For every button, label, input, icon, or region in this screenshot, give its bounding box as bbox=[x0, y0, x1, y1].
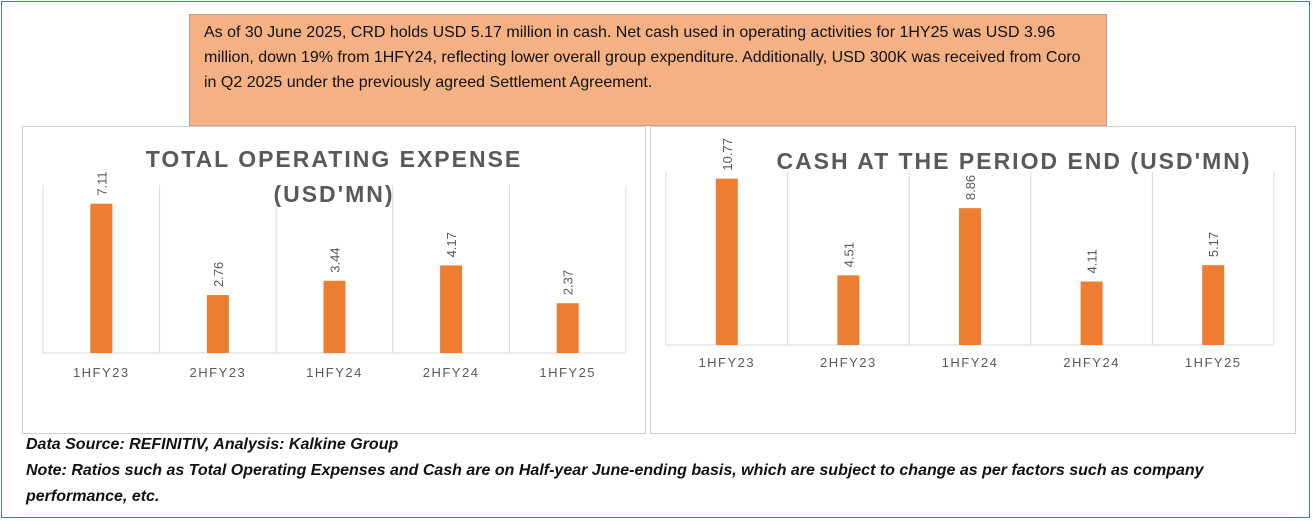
data-label: 2.76 bbox=[211, 262, 226, 287]
cash-period-end-chart: CASH AT THE PERIOD END (USD'MN) 10.77 1HFY… bbox=[650, 126, 1296, 434]
data-label: 10.77 bbox=[720, 138, 735, 171]
data-label: 4.11 bbox=[1085, 249, 1100, 273]
data-label: 7.11 bbox=[94, 171, 109, 195]
chart-title-line: TOTAL OPERATING EXPENSE bbox=[146, 146, 523, 172]
x-tick-label: 1HFY23 bbox=[698, 355, 755, 370]
footer-notes: Data Source: REFINITIV, Analysis: Kalkin… bbox=[26, 432, 1296, 510]
operating-expense-chart: TOTAL OPERATING EXPENSE (USD'MN) 7.11 1HFY2… bbox=[22, 126, 646, 434]
bar-1hfy23 bbox=[90, 203, 113, 353]
bar-1hfy24 bbox=[323, 280, 346, 353]
chart-title-line: (USD'MN) bbox=[273, 181, 394, 207]
data-label: 8.86 bbox=[963, 175, 978, 200]
bar-1hfy24 bbox=[959, 208, 981, 345]
bar-2hfy24 bbox=[440, 265, 463, 353]
cash-period-end-chart-svg: CASH AT THE PERIOD END (USD'MN) 10.77 1HFY… bbox=[665, 138, 1275, 370]
bar-1hfy23 bbox=[715, 178, 738, 345]
x-tick-label: 1HFY23 bbox=[73, 365, 130, 380]
x-tick-label: 2HFY23 bbox=[820, 355, 877, 370]
data-label: 4.17 bbox=[444, 232, 459, 257]
data-label: 5.17 bbox=[1206, 232, 1221, 257]
x-tick-label: 1HFY25 bbox=[1185, 355, 1242, 370]
x-tick-label: 2HFY24 bbox=[423, 365, 480, 380]
data-label: 4.51 bbox=[841, 242, 856, 267]
x-tick-label: 1HFY25 bbox=[539, 365, 596, 380]
bar-1hfy25 bbox=[1202, 265, 1225, 345]
x-tick-label: 1HFY24 bbox=[942, 355, 999, 370]
data-source-note: Data Source: REFINITIV, Analysis: Kalkin… bbox=[26, 436, 399, 453]
operating-expense-chart-svg: TOTAL OPERATING EXPENSE (USD'MN) 7.11 1HFY2… bbox=[42, 146, 627, 380]
bar-2hfy24 bbox=[1080, 281, 1103, 345]
bar-1hfy25 bbox=[556, 303, 579, 353]
bar-2hfy23 bbox=[206, 295, 229, 353]
data-label: 3.44 bbox=[328, 247, 343, 272]
x-tick-label: 1HFY24 bbox=[306, 365, 363, 380]
chart-title-line: CASH AT THE PERIOD END (USD'MN) bbox=[776, 148, 1251, 174]
disclaimer-note: Note: Ratios such as Total Operating Exp… bbox=[26, 462, 1204, 505]
x-tick-label: 2HFY24 bbox=[1063, 355, 1120, 370]
summary-callout: As of 30 June 2025, CRD holds USD 5.17 m… bbox=[189, 14, 1107, 126]
bar-2hfy23 bbox=[837, 275, 860, 345]
x-tick-label: 2HFY23 bbox=[190, 365, 247, 380]
summary-text: As of 30 June 2025, CRD holds USD 5.17 m… bbox=[204, 24, 1081, 91]
data-label: 2.37 bbox=[561, 270, 576, 295]
